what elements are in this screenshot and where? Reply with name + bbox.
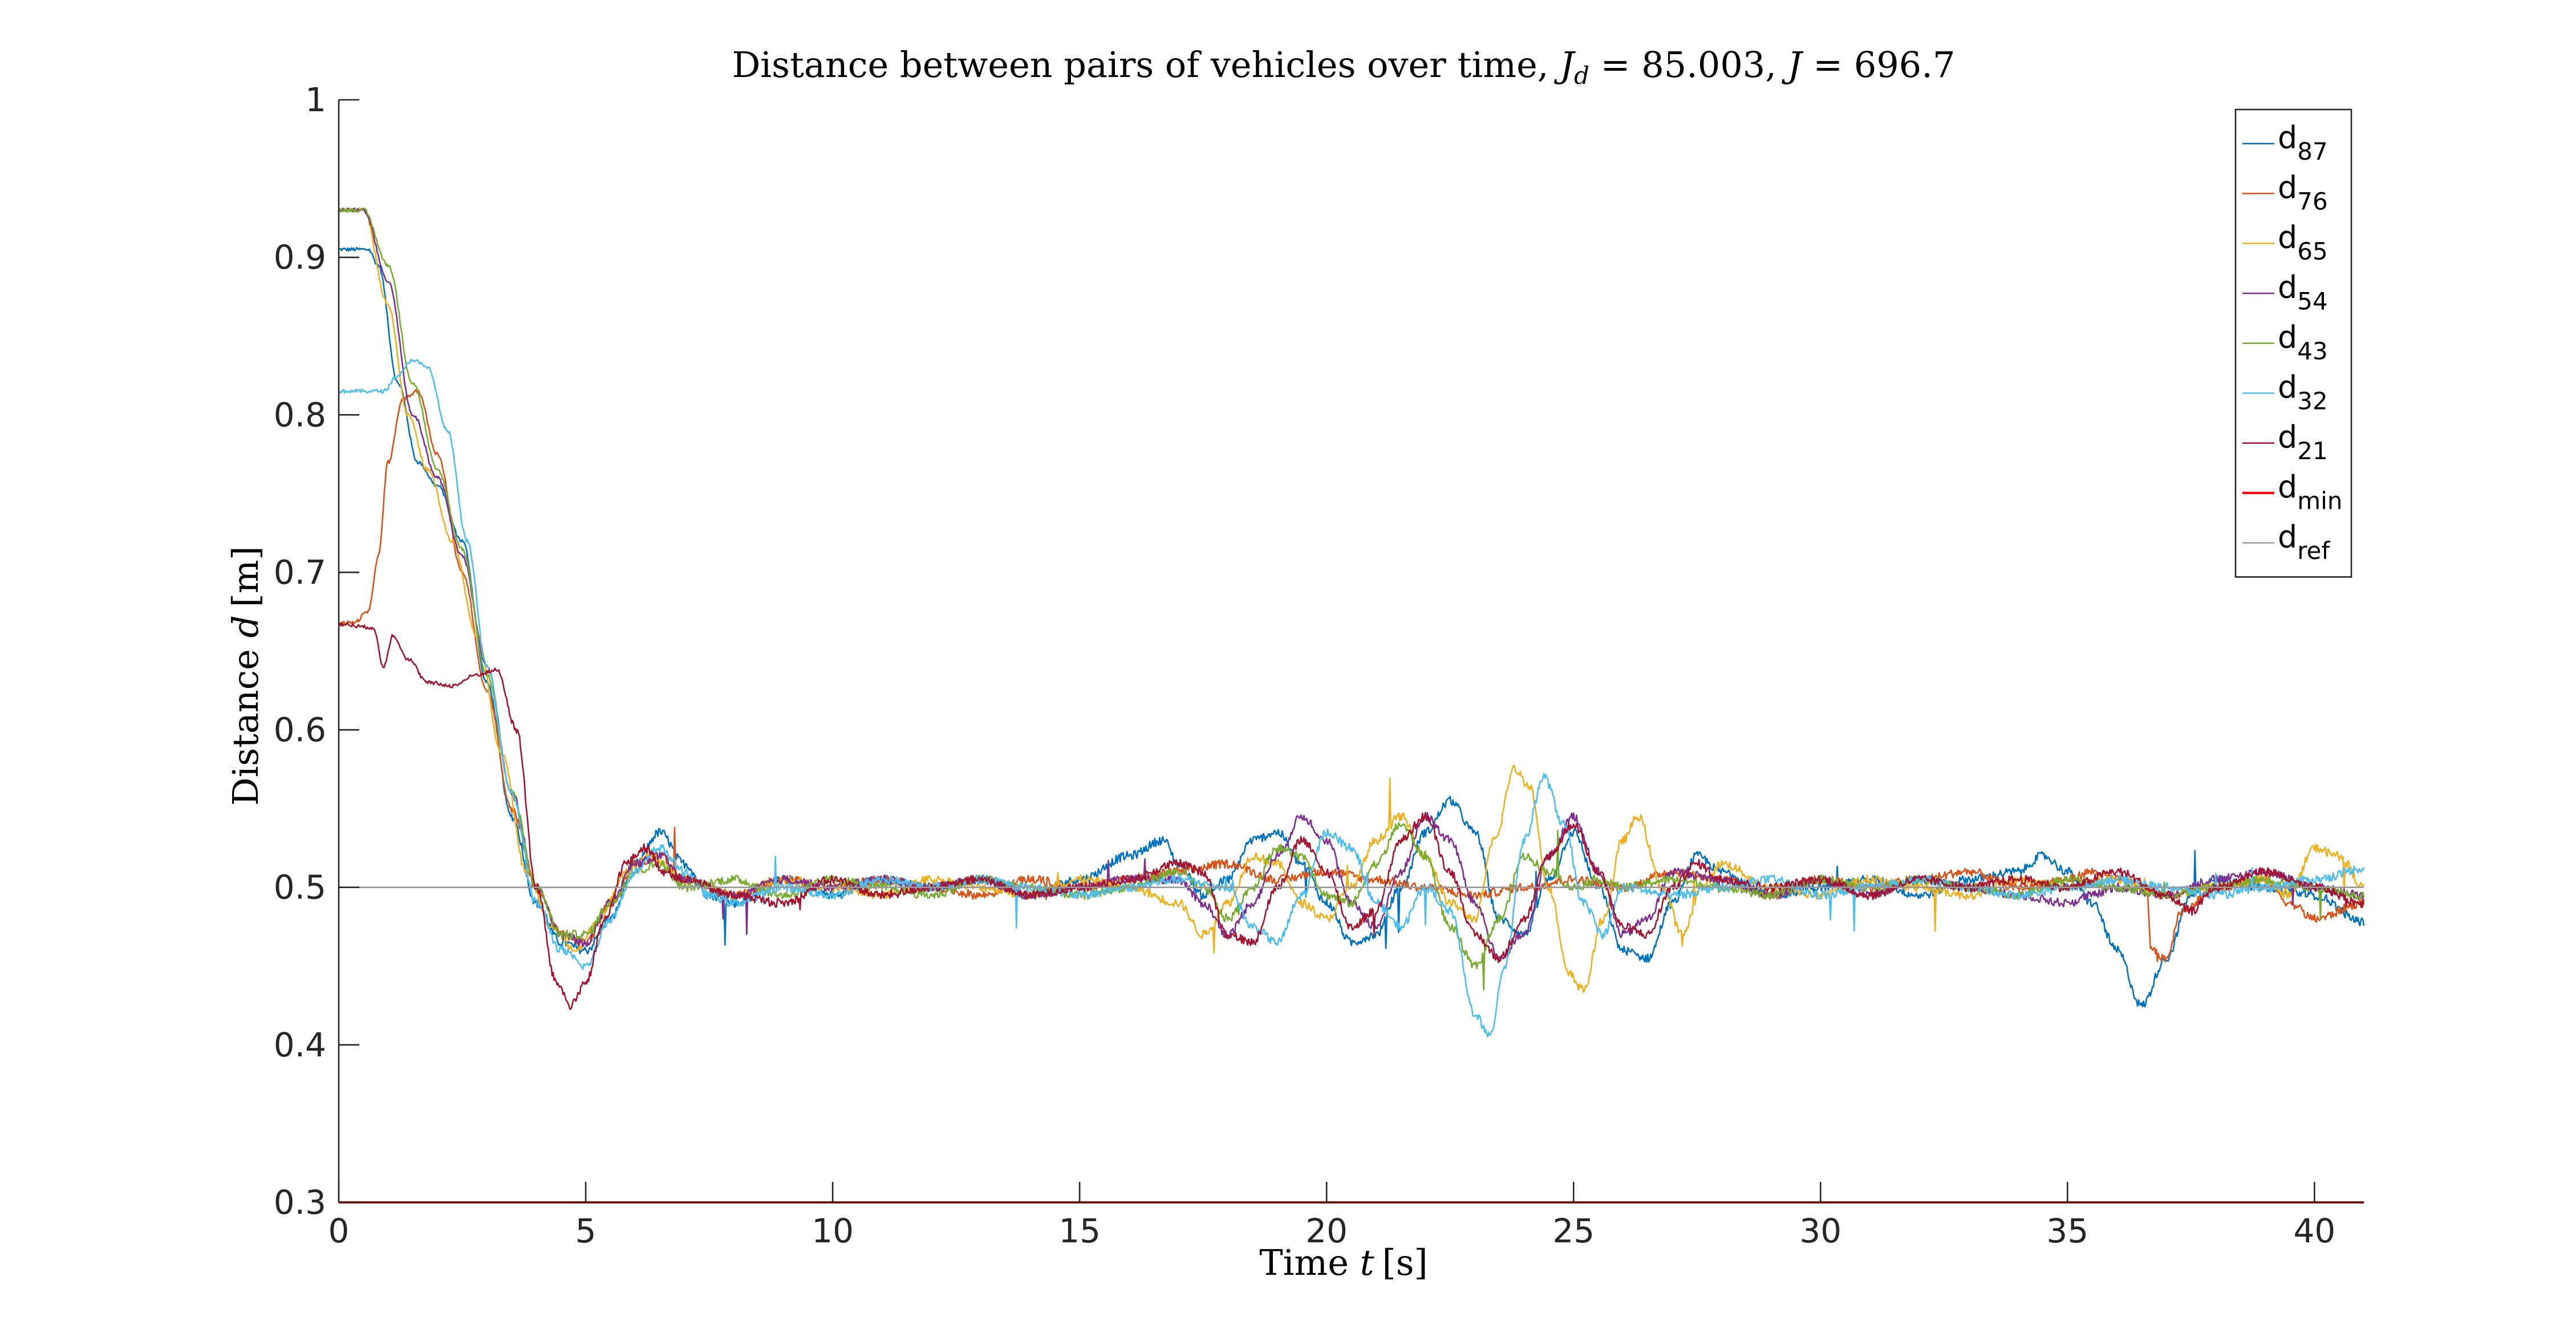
- x-tick-label: 40: [2293, 1212, 2335, 1250]
- x-axis-label-text: Time: [1259, 1242, 1360, 1283]
- legend-label-main: d: [2278, 469, 2297, 505]
- y-axis-label-text: Distance: [225, 638, 266, 805]
- legend-label: d76: [2278, 169, 2328, 215]
- x-tick-label: 25: [1552, 1212, 1595, 1250]
- axes-layer: [338, 100, 2364, 1204]
- legend-label-sub: 76: [2297, 187, 2327, 215]
- title-j-value: = 696.7: [1802, 44, 1956, 86]
- x-axis-label-unit: [s]: [1382, 1242, 1428, 1283]
- legend-item-d32: d32: [2242, 369, 2328, 415]
- legend-item-d76: d76: [2242, 169, 2328, 215]
- plot-area: [338, 100, 2365, 1204]
- legend-label-main: d: [2278, 519, 2297, 555]
- series-line-d87: [338, 246, 2365, 1008]
- x-tick-label: 0: [328, 1212, 350, 1250]
- legend-label-sub: 32: [2297, 387, 2327, 415]
- y-axis-label-var: d: [225, 615, 266, 638]
- x-axis: 0 5 10 15 20 25 30 35 40: [328, 1182, 2335, 1250]
- x-tick-label: 30: [1799, 1212, 1841, 1250]
- y-tick-label: 0.8: [274, 395, 326, 434]
- legend-item-dref: dref: [2242, 519, 2330, 565]
- legend-label: dref: [2278, 519, 2330, 565]
- y-tick-label: 0.4: [274, 1026, 326, 1064]
- legend-label-main: d: [2278, 169, 2297, 205]
- legend-item-d65: d65: [2242, 220, 2328, 265]
- legend-label-main: d: [2278, 269, 2297, 305]
- series-line-d21: [338, 622, 2365, 1010]
- x-axis-label-var: t: [1360, 1242, 1374, 1283]
- y-axis-label-unit: [m]: [225, 546, 266, 607]
- x-tick-label: 20: [1305, 1212, 1348, 1250]
- legend-label: d21: [2278, 419, 2328, 465]
- y-tick-label: 0.5: [274, 868, 326, 907]
- legend-label: d43: [2278, 319, 2328, 365]
- legend-label-main: d: [2278, 220, 2297, 256]
- y-axis-label: Distance d [m]: [225, 546, 266, 805]
- chart-title-text: Distance between pairs of vehicles over …: [732, 44, 1956, 90]
- x-tick-label: 5: [575, 1212, 597, 1250]
- plot-background: [339, 100, 2364, 1202]
- legend-label-main: d: [2278, 419, 2297, 455]
- legend-label: dmin: [2278, 469, 2342, 514]
- series-line-d32: [338, 359, 2365, 1038]
- y-tick-label: 0.9: [274, 238, 326, 277]
- legend-item-d21: d21: [2242, 419, 2328, 465]
- legend-label-sub: 43: [2297, 337, 2327, 365]
- chart-title: Distance between pairs of vehicles over …: [732, 44, 1956, 90]
- title-jd-value: = 85.003,: [1589, 44, 1788, 86]
- legend-item-d87: d87: [2242, 120, 2328, 165]
- legend-item-d43: d43: [2242, 319, 2328, 365]
- y-tick-label: 0.3: [274, 1183, 326, 1222]
- y-axis: 0.3 0.4 0.5 0.6 0.7 0.8 0.9 1: [274, 80, 359, 1222]
- legend-label-main: d: [2278, 369, 2297, 405]
- legend-label: d65: [2278, 220, 2328, 265]
- legend-label-sub: ref: [2297, 537, 2330, 565]
- legend-label: d54: [2278, 269, 2328, 315]
- title-prefix: Distance between pairs of vehicles over …: [732, 44, 1560, 86]
- title-jd-subscript: d: [1574, 62, 1589, 90]
- y-tick-label: 1: [305, 80, 326, 119]
- legend-label: d32: [2278, 369, 2328, 415]
- x-tick-label: 10: [812, 1212, 854, 1250]
- x-axis-label: Time t [s]: [1259, 1242, 1428, 1283]
- legend-label-main: d: [2278, 319, 2297, 355]
- legend-label-sub: 65: [2297, 237, 2327, 265]
- legend-item-d54: d54: [2242, 269, 2328, 315]
- y-tick-label: 0.7: [274, 553, 326, 591]
- legend-label-sub: 54: [2297, 287, 2327, 315]
- y-tick-label: 0.6: [274, 711, 326, 749]
- x-tick-label: 35: [2046, 1212, 2088, 1250]
- legend-label-sub: 87: [2297, 137, 2327, 165]
- legend-label-main: d: [2278, 120, 2297, 156]
- legend-label: d87: [2278, 120, 2328, 165]
- legend-label-sub: 21: [2297, 437, 2327, 465]
- legend-item-dmin: dmin: [2242, 469, 2342, 514]
- legend-label-sub: min: [2297, 487, 2342, 514]
- x-tick-label: 15: [1058, 1212, 1101, 1250]
